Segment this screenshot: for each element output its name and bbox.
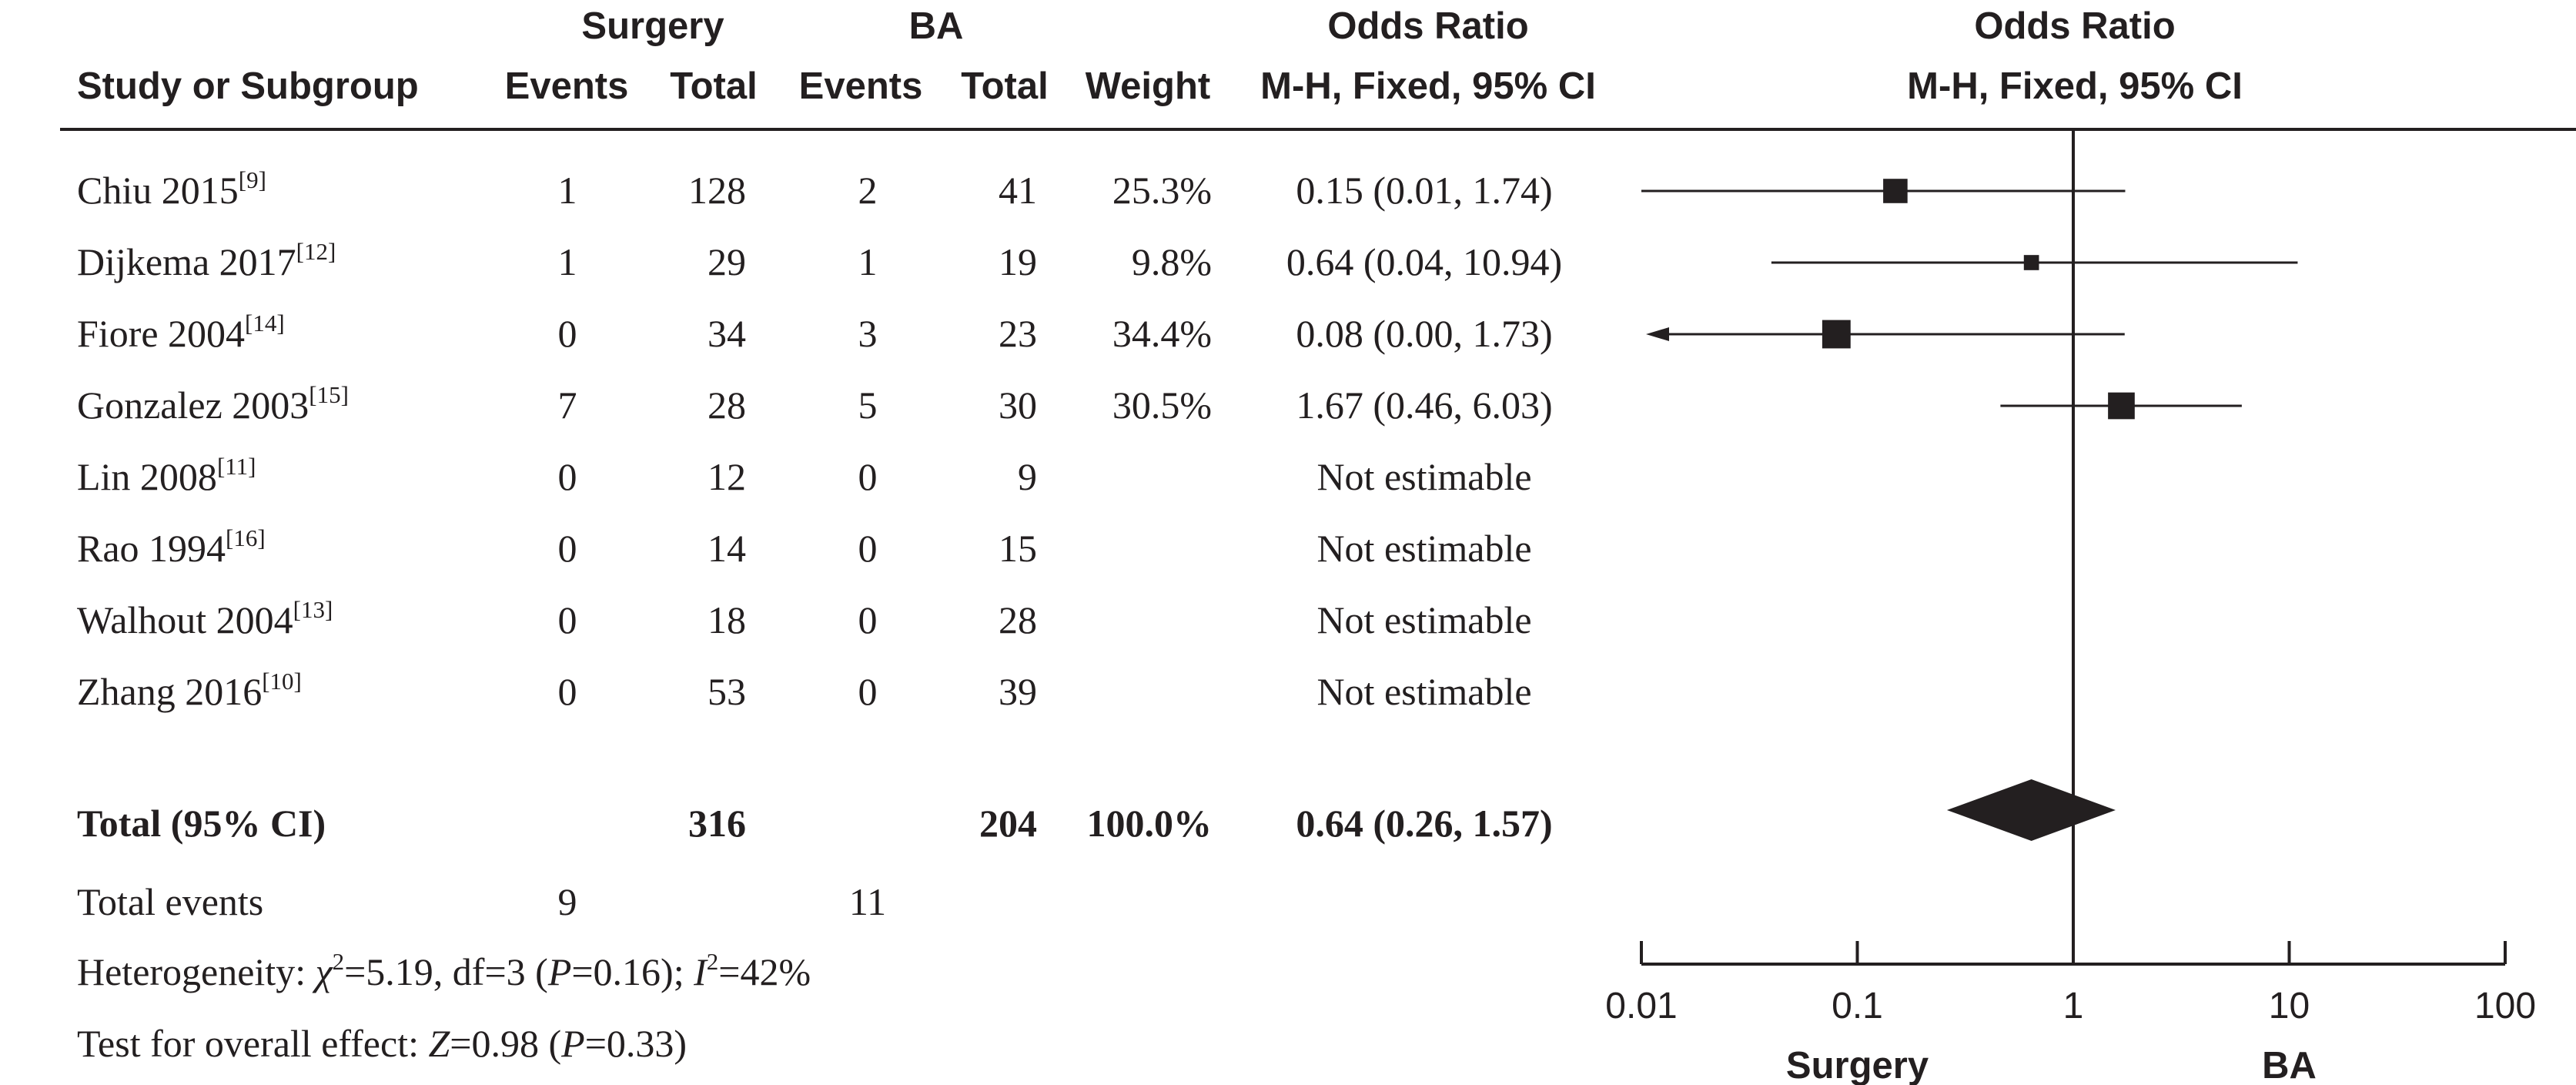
total-surgery: 18	[708, 598, 746, 641]
ci-arrow	[1646, 327, 1669, 341]
reference-number: [10]	[262, 668, 302, 695]
total-events-surgery: 9	[557, 880, 577, 923]
reference-number: [9]	[238, 166, 266, 193]
events-ba: 5	[858, 383, 878, 427]
events-surgery: 0	[557, 455, 577, 498]
total-ba: 204	[979, 802, 1037, 845]
weight: 30.5%	[1112, 383, 1212, 427]
study-name: Rao 1994[16]	[77, 524, 266, 570]
total-ba: 28	[999, 598, 1037, 641]
events-surgery: 0	[557, 527, 577, 570]
events-ba: 0	[858, 598, 878, 641]
reference-number: [12]	[296, 238, 336, 265]
total-surgery: 34	[708, 312, 746, 355]
events-ba: 0	[858, 455, 878, 498]
total-ba: 19	[999, 240, 1037, 283]
header-group-ba: BA	[908, 5, 964, 47]
heterogeneity-stat: Heterogeneity: χ2=5.19, df=3 (P=0.16); I…	[77, 948, 811, 993]
header-total-ba: Total	[961, 65, 1049, 107]
events-surgery: 1	[557, 169, 577, 212]
x-label-surgery: Surgery	[1786, 1045, 1929, 1085]
odds-ratio-ci: 0.64 (0.04, 10.94)	[1286, 240, 1563, 283]
odds-ratio-ci: 1.67 (0.46, 6.03)	[1296, 383, 1553, 427]
study-box	[2023, 255, 2039, 270]
study-name: Gonzalez 2003[15]	[77, 381, 349, 427]
header-odds-ratio: Odds Ratio	[1327, 5, 1529, 47]
total-surgery: 12	[708, 455, 746, 498]
overall-effect-stat: Test for overall effect: Z=0.98 (P=0.33)	[77, 1022, 687, 1065]
odds-ratio-ci: 0.08 (0.00, 1.73)	[1296, 312, 1553, 355]
study-box	[1883, 179, 1908, 203]
odds-ratio-ci: Not estimable	[1316, 598, 1532, 641]
events-surgery: 1	[557, 240, 577, 283]
tick-label: 0.01	[1605, 986, 1677, 1026]
total-ba: 30	[999, 383, 1037, 427]
reference-number: [13]	[293, 596, 333, 623]
events-ba: 0	[858, 670, 878, 713]
events-surgery: 0	[557, 670, 577, 713]
odds-ratio-ci: Not estimable	[1316, 455, 1532, 498]
total-surgery: 28	[708, 383, 746, 427]
reference-number: [11]	[216, 453, 256, 480]
events-ba: 3	[858, 312, 878, 355]
events-surgery: 0	[557, 312, 577, 355]
header-group-surgery: Surgery	[581, 5, 724, 47]
total-events-label: Total events	[77, 880, 264, 923]
odds-ratio-ci: 0.15 (0.01, 1.74)	[1296, 169, 1553, 212]
study-name: Walhout 2004[13]	[77, 596, 333, 641]
header-study: Study or Subgroup	[77, 65, 419, 107]
tick-label: 1	[2063, 986, 2084, 1026]
study-name: Lin 2008[11]	[77, 453, 256, 498]
odds-ratio-ci: Not estimable	[1316, 670, 1532, 713]
weight: 34.4%	[1112, 312, 1212, 355]
study-name: Zhang 2016[10]	[77, 668, 302, 713]
study-name: Dijkema 2017[12]	[77, 238, 336, 283]
header-divider	[60, 128, 2576, 131]
total-ba: 9	[1018, 455, 1037, 498]
odds-ratio-ci: Not estimable	[1316, 527, 1532, 570]
header-events-surgery: Events	[504, 65, 629, 107]
study-box	[1822, 320, 1851, 349]
total-ba: 39	[999, 670, 1037, 713]
total-weight: 100.0%	[1086, 802, 1213, 845]
tick-label: 100	[2474, 986, 2536, 1026]
total-events-ba: 11	[848, 880, 887, 923]
total-ba: 41	[999, 169, 1037, 212]
reference-number: [14]	[245, 310, 285, 337]
pooled-diamond	[1946, 779, 2116, 841]
header-plot-method: M-H, Fixed, 95% CI	[1907, 65, 2243, 107]
total-label: Total (95% CI)	[77, 802, 326, 845]
header-events-ba: Events	[798, 65, 923, 107]
total-surgery: 316	[688, 802, 746, 845]
events-ba: 1	[858, 240, 878, 283]
x-label-ba: BA	[2262, 1045, 2317, 1085]
header-weight: Weight	[1085, 65, 1211, 107]
total-surgery: 14	[708, 527, 746, 570]
events-surgery: 0	[557, 598, 577, 641]
total-surgery: 53	[708, 670, 746, 713]
events-surgery: 7	[557, 383, 577, 427]
weight: 25.3%	[1112, 169, 1212, 212]
total-ba: 23	[999, 312, 1037, 355]
header-or-method: M-H, Fixed, 95% CI	[1260, 65, 1596, 107]
reference-number: [16]	[226, 524, 266, 551]
tick-label: 10	[2269, 986, 2310, 1026]
weight: 9.8%	[1131, 240, 1212, 283]
tick-label: 0.1	[1832, 986, 1883, 1026]
total-surgery: 128	[688, 169, 746, 212]
header-plot-odds-ratio: Odds Ratio	[1974, 5, 2176, 47]
header-total-surgery: Total	[670, 65, 758, 107]
total-surgery: 29	[708, 240, 746, 283]
study-name: Fiore 2004[14]	[77, 310, 285, 355]
study-name: Chiu 2015[9]	[77, 166, 266, 212]
events-ba: 0	[858, 527, 878, 570]
reference-number: [15]	[309, 381, 349, 408]
study-box	[2108, 392, 2135, 420]
total-ci: 0.64 (0.26, 1.57)	[1296, 802, 1553, 845]
events-ba: 2	[858, 169, 878, 212]
total-ba: 15	[999, 527, 1037, 570]
